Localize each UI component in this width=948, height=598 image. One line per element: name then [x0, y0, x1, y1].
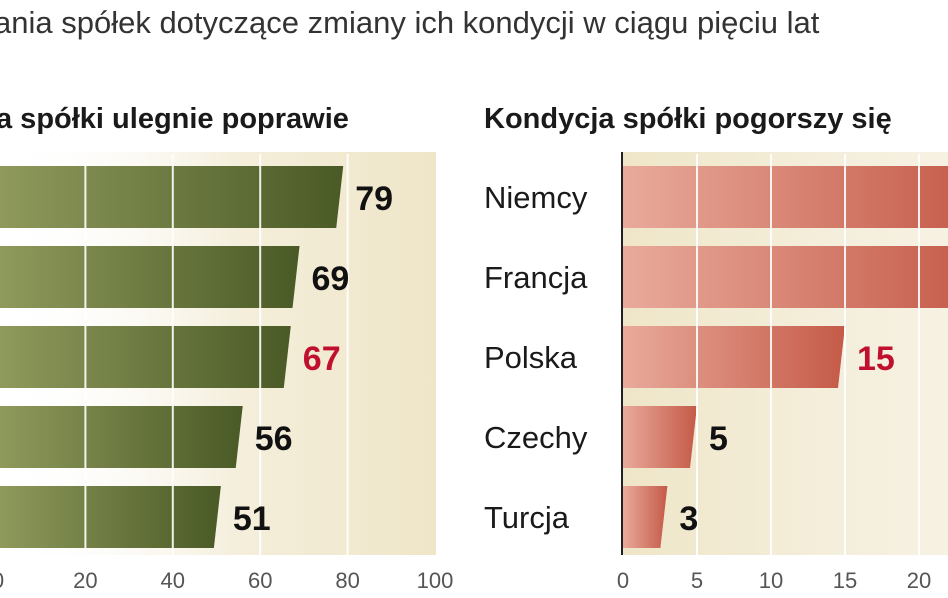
left-bar: [0, 166, 344, 228]
subtitle: ania spółek dotyczące zmiany ich kondycj…: [0, 5, 820, 40]
right-bar: [623, 166, 948, 228]
left-value-label: 51: [233, 500, 271, 538]
right-category-label: Francja: [484, 260, 588, 295]
right-value-label: 5: [709, 420, 728, 458]
chart-left: a spółki ulegnie poprawie 79 69 67 56 51 0 20 4…: [0, 103, 453, 593]
right-x-tick-label: 15: [833, 568, 857, 593]
left-x-tick-label: 60: [248, 568, 272, 593]
left-x-tick-label: 100: [417, 568, 454, 593]
left-x-tick-labels: 0 20 40 60 80 100: [0, 568, 453, 593]
right-bar: [623, 486, 668, 548]
right-bars: [623, 166, 948, 548]
left-bar: [0, 406, 243, 468]
right-chart-title: Kondycja spółki pogorszy się: [484, 103, 892, 135]
left-bar: [0, 326, 291, 388]
left-x-tick-label: 0: [0, 568, 4, 593]
left-value-label: 79: [355, 180, 393, 218]
right-bar: [623, 406, 697, 468]
left-bars: [0, 166, 344, 548]
right-category-labels: Niemcy Francja Polska Czechy Turcja: [484, 180, 588, 535]
chart-right: Kondycja spółki pogorszy się 1553NiemcyF…: [484, 103, 948, 593]
right-x-tick-labels: 0 5 10 15 20: [617, 568, 931, 593]
left-value-labels: 79 69 67 56 51: [233, 180, 393, 538]
right-category-label: Polska: [484, 340, 578, 375]
left-chart-title: a spółki ulegnie poprawie: [0, 103, 349, 135]
left-x-tick-label: 20: [73, 568, 97, 593]
right-category-label: Czechy: [484, 420, 588, 455]
left-value-label: 56: [255, 420, 293, 458]
right-category-label: Turcja: [484, 500, 570, 535]
right-x-tick-label: 20: [907, 568, 931, 593]
left-bar: [0, 486, 221, 548]
left-value-label: 67: [303, 340, 341, 378]
right-bar: [623, 246, 948, 308]
left-x-tick-label: 40: [161, 568, 185, 593]
right-gridlines: [696, 154, 920, 556]
left-value-label: 69: [312, 260, 350, 298]
left-bar: [0, 246, 300, 308]
right-x-tick-label: 10: [759, 568, 783, 593]
right-value-label: 3: [679, 500, 698, 538]
right-value-label: 15: [857, 340, 895, 378]
right-bar: [623, 326, 845, 388]
right-x-tick-label: 5: [691, 568, 703, 593]
left-gridlines: [84, 154, 349, 556]
right-category-label: Niemcy: [484, 180, 588, 215]
left-x-tick-label: 80: [335, 568, 359, 593]
right-x-tick-label: 0: [617, 568, 629, 593]
